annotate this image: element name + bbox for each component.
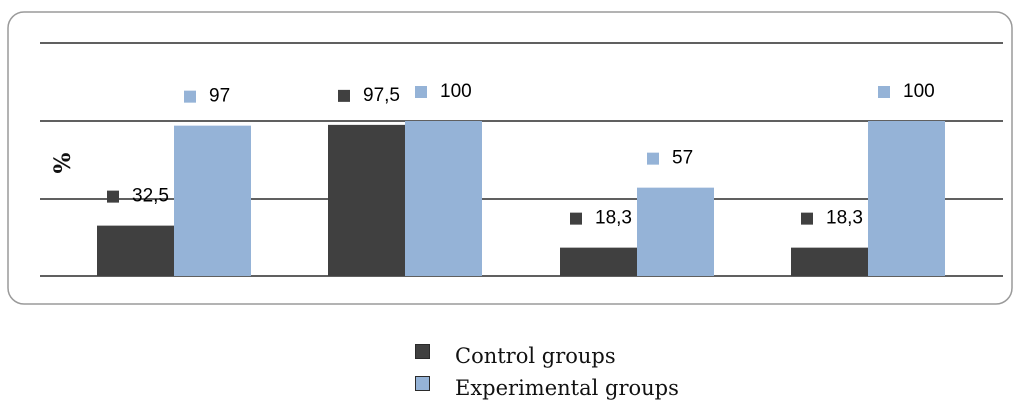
data-label: 57 bbox=[672, 148, 693, 169]
data-label: 18,3 bbox=[826, 208, 863, 229]
data-label: 100 bbox=[903, 81, 935, 102]
legend-swatch-control bbox=[415, 343, 430, 359]
data-labels: 32,5 97,5 18,3 18,3 97 100 57 100 bbox=[107, 81, 935, 229]
legend-item-experimental: Experimental groups bbox=[415, 372, 679, 404]
data-label-marker bbox=[647, 152, 659, 165]
data-label: 97,5 bbox=[363, 85, 400, 106]
data-label-marker bbox=[878, 86, 890, 98]
data-label: 18,3 bbox=[595, 208, 632, 229]
legend-label-control: Control groups bbox=[455, 344, 616, 368]
control-bar bbox=[328, 124, 405, 276]
legend: Control groups Experimental groups bbox=[415, 340, 679, 404]
bars bbox=[97, 121, 945, 277]
control-bar bbox=[791, 247, 868, 276]
data-label-marker bbox=[184, 90, 196, 103]
control-bar bbox=[560, 247, 637, 276]
data-label: 32,5 bbox=[132, 186, 169, 207]
legend-label-experimental: Experimental groups bbox=[455, 376, 679, 400]
experimental-bar bbox=[174, 125, 251, 277]
data-label-marker bbox=[107, 190, 119, 203]
experimental-bar bbox=[405, 121, 482, 276]
y-axis-label: % bbox=[50, 152, 76, 173]
chart-frame bbox=[7, 11, 1013, 305]
experimental-bar bbox=[868, 121, 945, 276]
data-label: 100 bbox=[440, 81, 472, 102]
data-label-marker bbox=[570, 212, 582, 225]
control-bar bbox=[97, 225, 174, 276]
data-label-marker bbox=[415, 86, 427, 98]
data-label: 97 bbox=[209, 86, 230, 107]
experimental-bar bbox=[637, 187, 714, 276]
legend-swatch-experimental bbox=[415, 375, 430, 391]
legend-item-control: Control groups bbox=[415, 340, 679, 372]
data-label-marker bbox=[801, 212, 813, 225]
data-label-marker bbox=[338, 89, 350, 102]
